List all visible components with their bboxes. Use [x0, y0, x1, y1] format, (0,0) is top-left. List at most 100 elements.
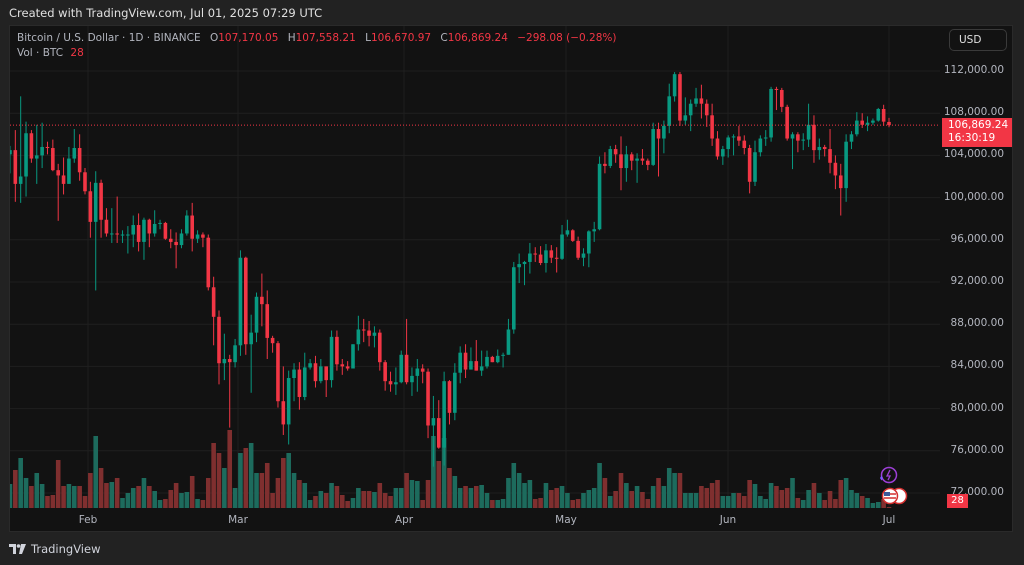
candle[interactable]: [887, 117, 891, 128]
candle[interactable]: [227, 354, 232, 428]
candle[interactable]: [726, 135, 730, 158]
candle[interactable]: [855, 112, 859, 137]
candle[interactable]: [613, 144, 618, 163]
candle[interactable]: [747, 144, 752, 194]
candle[interactable]: [302, 352, 307, 401]
candle[interactable]: [110, 208, 114, 243]
candle[interactable]: [72, 129, 77, 163]
candle[interactable]: [656, 122, 661, 177]
candle[interactable]: [479, 350, 484, 376]
candle[interactable]: [812, 115, 816, 163]
candle[interactable]: [265, 290, 270, 360]
candle[interactable]: [554, 247, 559, 273]
candle[interactable]: [34, 124, 39, 184]
candle[interactable]: [222, 333, 227, 381]
candle[interactable]: [549, 245, 554, 264]
candle[interactable]: [238, 250, 243, 356]
candle[interactable]: [77, 134, 82, 181]
candle[interactable]: [136, 213, 141, 252]
candle[interactable]: [276, 341, 280, 408]
candle[interactable]: [597, 156, 602, 231]
candle[interactable]: [51, 139, 55, 172]
candle[interactable]: [415, 359, 420, 392]
candle[interactable]: [801, 133, 806, 151]
candle[interactable]: [576, 236, 580, 260]
candle[interactable]: [335, 330, 339, 371]
candle[interactable]: [93, 171, 98, 291]
candle[interactable]: [115, 196, 119, 243]
candle[interactable]: [447, 380, 452, 425]
candle[interactable]: [871, 118, 875, 125]
candle[interactable]: [694, 87, 698, 107]
candle[interactable]: [624, 145, 629, 182]
candle[interactable]: [876, 107, 881, 122]
candle[interactable]: [517, 253, 521, 284]
candle[interactable]: [152, 210, 157, 237]
candle[interactable]: [565, 219, 570, 237]
candle[interactable]: [45, 141, 50, 155]
candle[interactable]: [780, 87, 784, 113]
candle[interactable]: [737, 125, 741, 146]
candle[interactable]: [394, 367, 398, 395]
candle[interactable]: [292, 363, 296, 402]
candle[interactable]: [683, 97, 688, 125]
candle[interactable]: [319, 359, 323, 384]
candle[interactable]: [383, 360, 387, 391]
candle[interactable]: [158, 219, 162, 230]
candle[interactable]: [570, 229, 575, 242]
candle[interactable]: [410, 367, 414, 396]
candle[interactable]: [544, 244, 548, 273]
candle[interactable]: [254, 292, 259, 343]
candle[interactable]: [849, 131, 854, 150]
candle[interactable]: [581, 248, 586, 267]
candle[interactable]: [378, 329, 382, 371]
candle[interactable]: [217, 310, 221, 385]
candle[interactable]: [211, 276, 216, 346]
candle[interactable]: [163, 221, 168, 240]
candle[interactable]: [506, 318, 511, 355]
candle[interactable]: [99, 179, 103, 238]
candle[interactable]: [512, 261, 516, 334]
candle[interactable]: [838, 163, 843, 216]
candle[interactable]: [769, 86, 773, 142]
candle[interactable]: [388, 371, 393, 392]
candle[interactable]: [763, 130, 768, 146]
candle[interactable]: [453, 363, 457, 421]
candle[interactable]: [13, 130, 18, 202]
candle[interactable]: [195, 230, 200, 243]
candle[interactable]: [126, 226, 130, 254]
candle[interactable]: [844, 134, 848, 202]
candle[interactable]: [67, 146, 71, 184]
candle[interactable]: [88, 181, 93, 238]
candle[interactable]: [286, 370, 291, 445]
candle[interactable]: [635, 153, 639, 183]
candle[interactable]: [131, 215, 136, 248]
candle[interactable]: [168, 229, 173, 249]
candle[interactable]: [860, 113, 864, 128]
volume-label[interactable]: Vol · BTC: [17, 47, 64, 59]
candle[interactable]: [308, 359, 312, 370]
candle[interactable]: [592, 221, 596, 242]
candle[interactable]: [458, 346, 462, 384]
candle[interactable]: [426, 368, 430, 439]
candle[interactable]: [206, 234, 211, 291]
candle[interactable]: [345, 361, 350, 371]
candle[interactable]: [704, 99, 709, 127]
candle[interactable]: [629, 152, 634, 171]
candle[interactable]: [324, 366, 328, 397]
candle[interactable]: [833, 155, 838, 190]
candle[interactable]: [340, 359, 345, 375]
chart-panel[interactable]: [9, 25, 1013, 532]
candle[interactable]: [742, 135, 747, 155]
candle[interactable]: [431, 395, 436, 467]
candle[interactable]: [785, 104, 789, 141]
candle[interactable]: [83, 168, 87, 195]
candle[interactable]: [881, 104, 886, 126]
us-flag-icon[interactable]: [880, 487, 910, 509]
candle[interactable]: [817, 138, 822, 160]
candle[interactable]: [672, 72, 677, 102]
candle[interactable]: [142, 217, 146, 260]
candle[interactable]: [828, 129, 832, 174]
candle[interactable]: [678, 72, 682, 126]
